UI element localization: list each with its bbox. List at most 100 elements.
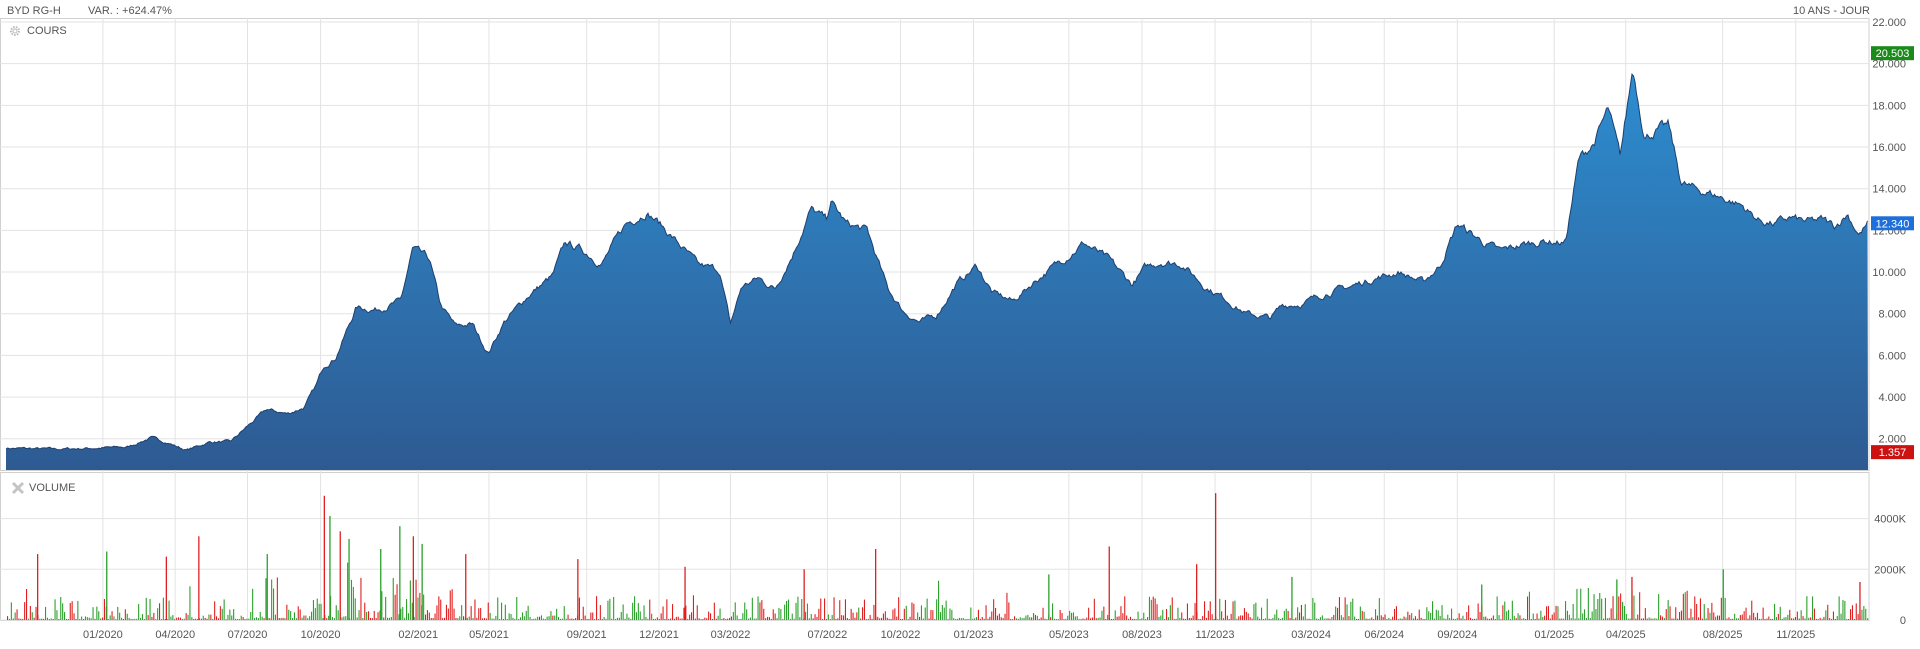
volume-bar bbox=[761, 600, 763, 620]
volume-bar bbox=[52, 619, 54, 620]
volume-bar bbox=[1230, 613, 1232, 620]
volume-bar bbox=[708, 611, 710, 620]
volume-bar bbox=[1072, 612, 1074, 620]
volume-bar bbox=[400, 608, 402, 620]
volume-bar bbox=[1699, 598, 1701, 620]
volume-bar bbox=[843, 615, 845, 620]
volume-bar bbox=[1667, 600, 1669, 620]
volume-bar bbox=[141, 614, 143, 620]
volume-panel-title[interactable]: VOLUME bbox=[11, 481, 75, 495]
price-panel-label: COURS bbox=[27, 25, 67, 38]
volume-bar bbox=[1308, 618, 1310, 620]
volume-bar bbox=[1625, 614, 1627, 620]
volume-bar bbox=[274, 614, 276, 620]
volume-bar bbox=[1500, 619, 1502, 620]
volume-bar bbox=[1745, 607, 1747, 620]
x-tick-label: 09/2021 bbox=[567, 629, 607, 641]
volume-bar bbox=[753, 618, 755, 620]
volume-bar bbox=[124, 609, 126, 620]
volume-bar bbox=[1274, 614, 1276, 620]
volume-bar bbox=[1551, 614, 1553, 620]
volume-bar bbox=[1327, 618, 1329, 620]
volume-bar bbox=[1137, 611, 1139, 620]
volume-bar bbox=[782, 619, 784, 620]
period-selector[interactable]: 10 ANS - JOUR bbox=[1792, 5, 1870, 17]
volume-bar bbox=[1095, 618, 1097, 620]
volume-bar bbox=[552, 615, 554, 620]
volume-bar bbox=[1181, 612, 1183, 620]
volume-bar bbox=[744, 602, 746, 620]
volume-tick-label: 0 bbox=[1900, 615, 1906, 627]
volume-bar bbox=[111, 611, 113, 620]
volume-bar bbox=[1511, 600, 1513, 620]
volume-bar bbox=[616, 617, 618, 620]
volume-bar bbox=[654, 618, 656, 620]
volume-bar bbox=[656, 617, 658, 620]
volume-bar bbox=[635, 612, 637, 620]
volume-bar bbox=[808, 618, 810, 620]
volume-bar bbox=[1477, 603, 1479, 620]
volume-spike bbox=[399, 526, 401, 620]
volume-bar bbox=[1105, 619, 1107, 620]
volume-bar bbox=[1713, 612, 1715, 620]
volume-bar bbox=[1462, 615, 1464, 620]
volume-bar bbox=[1865, 608, 1867, 620]
volume-bar bbox=[1490, 618, 1492, 620]
volume-bar bbox=[493, 618, 495, 620]
volume-bar bbox=[634, 596, 636, 620]
volume-bar bbox=[679, 618, 681, 620]
volume-bar bbox=[618, 617, 620, 620]
volume-bar bbox=[1527, 596, 1529, 620]
volume-bar bbox=[343, 616, 345, 620]
volume-bar bbox=[31, 612, 33, 620]
volume-bar bbox=[1696, 604, 1698, 620]
volume-bar bbox=[529, 616, 531, 620]
x-tick-label: 12/2021 bbox=[639, 629, 679, 641]
x-tick-label: 11/2023 bbox=[1196, 629, 1235, 641]
volume-bar bbox=[1458, 613, 1460, 620]
volume-bar bbox=[818, 608, 820, 620]
volume-bar bbox=[1173, 618, 1175, 620]
volume-bar bbox=[1052, 603, 1054, 620]
volume-bar bbox=[1851, 605, 1853, 620]
volume-bar bbox=[1384, 614, 1386, 620]
volume-bar bbox=[658, 619, 660, 620]
volume-bar bbox=[896, 616, 898, 620]
volume-bar bbox=[533, 618, 535, 620]
volume-bar bbox=[1553, 612, 1555, 620]
volume-bar bbox=[1783, 617, 1785, 620]
volume-bar bbox=[793, 618, 795, 620]
volume-bar bbox=[155, 619, 157, 620]
low-price-badge: 1.357 bbox=[1879, 447, 1907, 459]
volume-bar bbox=[1806, 596, 1808, 620]
volume-bar bbox=[837, 618, 839, 620]
y-tick-label: 4.000 bbox=[1878, 392, 1906, 404]
close-icon[interactable] bbox=[11, 481, 25, 495]
volume-bar bbox=[457, 618, 459, 620]
x-tick-label: 04/2025 bbox=[1606, 629, 1646, 641]
volume-bar bbox=[210, 614, 212, 620]
volume-bar bbox=[214, 601, 216, 620]
volume-bar bbox=[1338, 597, 1340, 620]
volume-bar bbox=[411, 602, 413, 620]
volume-bar bbox=[312, 600, 314, 620]
volume-bar bbox=[35, 606, 37, 620]
volume-bar bbox=[1335, 606, 1337, 620]
volume-bar bbox=[402, 607, 404, 620]
x-tick-label: 05/2023 bbox=[1049, 629, 1089, 641]
volume-bar bbox=[882, 613, 884, 620]
volume-bar bbox=[1578, 618, 1580, 620]
volume-bar bbox=[966, 619, 968, 620]
volume-bar bbox=[1620, 593, 1622, 620]
price-panel-title[interactable]: COURS bbox=[9, 25, 67, 37]
volume-spike bbox=[165, 556, 167, 620]
volume-bar bbox=[45, 606, 47, 620]
volume-bar bbox=[825, 619, 827, 620]
volume-bar bbox=[827, 614, 829, 620]
volume-bar bbox=[1213, 619, 1215, 620]
gear-icon[interactable] bbox=[9, 25, 21, 37]
volume-bar bbox=[1863, 606, 1865, 620]
volume-bar bbox=[1285, 608, 1287, 620]
volume-bar bbox=[212, 618, 214, 620]
